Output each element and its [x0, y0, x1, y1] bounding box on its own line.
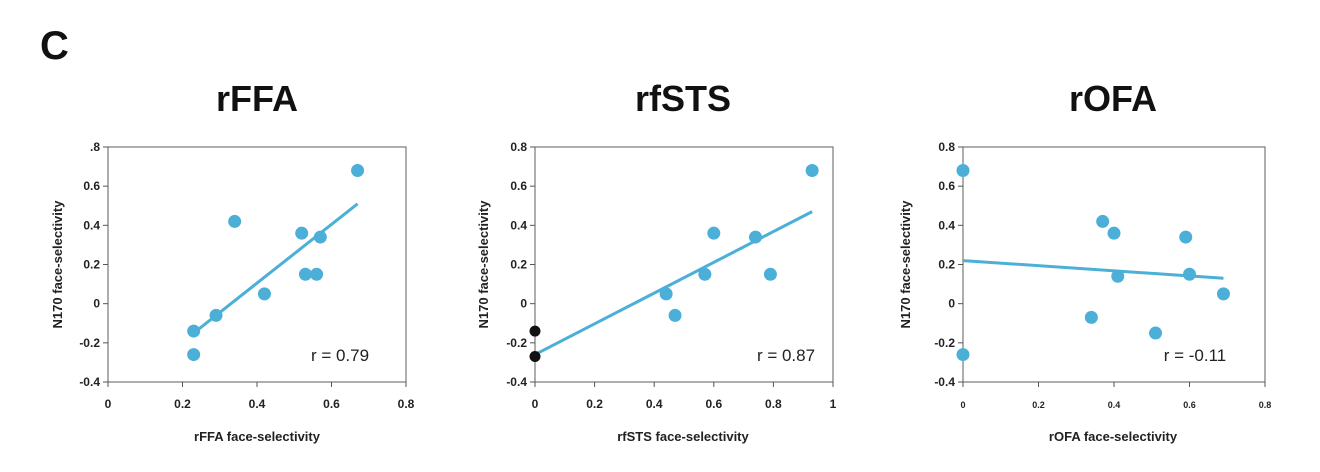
chart-3-data-point	[1107, 226, 1121, 240]
chart-2-ytick-label: 0.4	[510, 218, 527, 232]
chart-2-xtick-label: 0	[532, 397, 539, 411]
chart-1-ytick-label: 0.4	[83, 218, 100, 232]
chart-1-data-point	[257, 287, 271, 301]
chart-2-ytick-label: 0.6	[510, 179, 527, 193]
chart-3-xtick-label: 0.4	[1108, 400, 1121, 410]
chart-3-data-point	[1096, 214, 1110, 228]
chart-3-r-annotation: r = -0.11	[1164, 346, 1227, 365]
chart-2-data-point	[668, 308, 682, 322]
chart-1-xtick-label: 0.4	[249, 397, 266, 411]
chart-2-ytick-label: 0.2	[510, 258, 527, 272]
chart-2-data-point	[805, 164, 819, 177]
chart-2-y-axis-label: N170 face-selectivity	[476, 200, 491, 329]
chart-2-fit-line	[534, 210, 813, 356]
chart-2-xtick-label: 0.6	[705, 397, 722, 411]
chart-3-data-point	[1111, 269, 1125, 283]
chart-3-data-point	[956, 164, 970, 177]
chart-2-data-point	[698, 267, 712, 281]
chart-1-data-point	[313, 230, 327, 244]
chart-2-r-annotation: r = 0.87	[757, 346, 815, 365]
chart-3-y-axis-label: N170 face-selectivity	[898, 200, 913, 329]
chart-3-xtick-label: 0.8	[1259, 400, 1272, 410]
chart-3-data-point	[1149, 326, 1163, 340]
chart-3-title: rOFA	[1069, 78, 1157, 119]
chart-3-ytick-label: 0.4	[938, 218, 955, 232]
chart-1-ytick-label: 0.6	[83, 179, 100, 193]
chart-2-data-point	[763, 267, 777, 281]
chart-3-fit-line	[962, 259, 1224, 280]
chart-1-xtick-label: 0.6	[323, 397, 340, 411]
chart-3-data-point	[1084, 310, 1098, 324]
chart-1-title: rFFA	[216, 78, 298, 119]
chart-3-xtick-label: 0.6	[1183, 400, 1196, 410]
chart-1-data-point	[295, 226, 309, 240]
chart-1-x-axis-label: rFFA face-selectivity	[194, 429, 321, 444]
chart-3-ytick-label: 0.8	[938, 140, 955, 154]
chart-3-data-point	[1179, 230, 1193, 244]
chart-2-title: rfSTS	[635, 78, 731, 119]
chart-1-data-point	[187, 348, 201, 362]
chart-3-data-point	[956, 348, 970, 362]
chart-2-xtick-label: 0.2	[586, 397, 603, 411]
chart-2-ytick-label: -0.2	[506, 336, 527, 350]
chart-1-data-point	[228, 214, 242, 228]
chart-2-xtick-label: 1	[830, 397, 837, 411]
chart-2-ytick-label: -0.4	[506, 375, 527, 389]
chart-3-ytick-label: 0.6	[938, 179, 955, 193]
chart-1-xtick-label: 0.8	[398, 397, 415, 411]
chart-2-data-point	[707, 226, 721, 240]
chart-1-xtick-label: 0	[105, 397, 112, 411]
chart-1-r-annotation: r = 0.79	[311, 346, 369, 365]
chart-1-data-point	[187, 324, 201, 338]
chart-1-ytick-label: -0.4	[79, 375, 100, 389]
chart-3-xtick-label: 0.2	[1032, 400, 1045, 410]
chart-1-ytick-label: 0.2	[83, 258, 100, 272]
chart-1-xtick-label: 0.2	[174, 397, 191, 411]
chart-2-xtick-label: 0.4	[646, 397, 663, 411]
chart-2-dark-data-point	[529, 325, 541, 337]
chart-2-dark-data-point	[529, 351, 541, 363]
chart-2-data-point	[749, 230, 763, 244]
chart-3-ytick-label: 0	[948, 297, 955, 311]
chart-1-data-point	[310, 267, 324, 281]
chart-1-ytick-label: 0	[93, 297, 100, 311]
chart-1-y-axis-label: N170 face-selectivity	[50, 200, 65, 329]
chart-2-xtick-label: 0.8	[765, 397, 782, 411]
chart-2-ytick-label: 0	[520, 297, 527, 311]
chart-3-ytick-label: 0.2	[938, 258, 955, 272]
chart-1-data-point	[351, 164, 365, 177]
chart-1-data-point	[298, 267, 312, 281]
chart-1-ytick-label: -0.2	[79, 336, 100, 350]
chart-1-data-point	[209, 308, 223, 322]
chart-3-ytick-label: -0.4	[934, 375, 955, 389]
chart-3-ytick-label: -0.2	[934, 336, 955, 350]
chart-3-xtick-label: 0	[960, 400, 965, 410]
chart-1-ytick-label: .8	[90, 140, 100, 154]
chart-2-x-axis-label: rfSTS face-selectivity	[617, 429, 749, 444]
chart-3-data-point	[1216, 287, 1230, 301]
chart-3-x-axis-label: rOFA face-selectivity	[1049, 429, 1178, 444]
panel-label: C	[40, 24, 69, 68]
chart-2-data-point	[659, 287, 673, 301]
chart-3-data-point	[1183, 267, 1196, 281]
chart-2-ytick-label: 0.8	[510, 140, 527, 154]
